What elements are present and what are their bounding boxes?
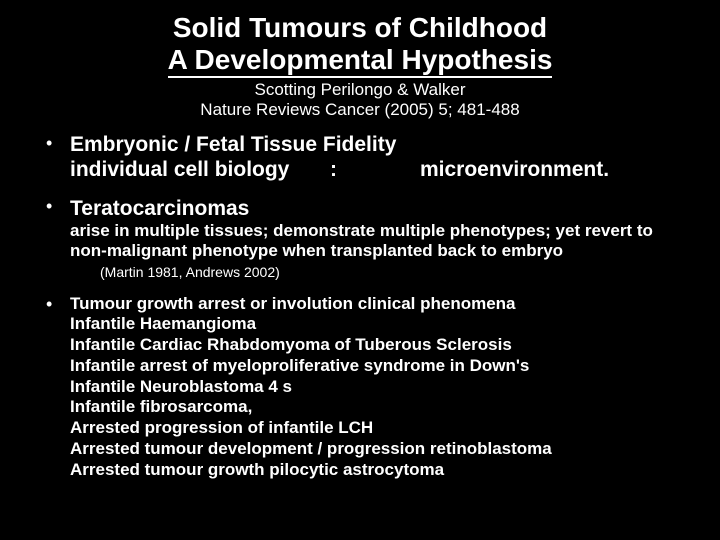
bullet-1-row: individual cell biology : microenvironme… — [70, 158, 690, 182]
bullet-1: Embryonic / Fetal Tissue Fidelity indivi… — [40, 133, 690, 181]
bullet-3-item: Infantile Cardiac Rhabdomyoma of Tuberou… — [70, 335, 690, 356]
title-block: Solid Tumours of Childhood A Development… — [30, 12, 690, 119]
bullet-3-list: Infantile Haemangioma Infantile Cardiac … — [70, 314, 690, 480]
bullet-3-item: Infantile arrest of myeloproliferative s… — [70, 356, 690, 377]
bullet-3-item: Arrested progression of infantile LCH — [70, 418, 690, 439]
bullet-3-item: Infantile fibrosarcoma, — [70, 397, 690, 418]
bullet-1-right: microenvironment. — [420, 158, 609, 182]
bullet-2-heading: Teratocarcinomas — [70, 196, 690, 221]
bullet-3: Tumour growth arrest or involution clini… — [40, 294, 690, 481]
bullet-2-body: arise in multiple tissues; demonstrate m… — [70, 221, 690, 262]
bullet-2: Teratocarcinomas arise in multiple tissu… — [40, 196, 690, 280]
bullet-1-left: individual cell biology — [70, 158, 330, 182]
authors: Scotting Perilongo & Walker — [30, 80, 690, 100]
title-underline: A Developmental Hypothesis — [168, 44, 553, 78]
bullet-1-heading: Embryonic / Fetal Tissue Fidelity — [70, 133, 690, 157]
bullet-3-item: Infantile Haemangioma — [70, 314, 690, 335]
citation: Nature Reviews Cancer (2005) 5; 481-488 — [30, 100, 690, 120]
bullet-1-colon: : — [330, 158, 420, 182]
title-line-1: Solid Tumours of Childhood — [30, 12, 690, 44]
bullet-list: Embryonic / Fetal Tissue Fidelity indivi… — [40, 133, 690, 480]
bullet-3-heading: Tumour growth arrest or involution clini… — [70, 294, 690, 315]
title-line-2: A Developmental Hypothesis — [30, 44, 690, 80]
slide: Solid Tumours of Childhood A Development… — [0, 0, 720, 540]
bullet-3-item: Arrested tumour growth pilocytic astrocy… — [70, 460, 690, 481]
bullet-2-reference: (Martin 1981, Andrews 2002) — [100, 264, 690, 280]
bullet-3-item: Infantile Neuroblastoma 4 s — [70, 377, 690, 398]
bullet-3-item: Arrested tumour development / progressio… — [70, 439, 690, 460]
